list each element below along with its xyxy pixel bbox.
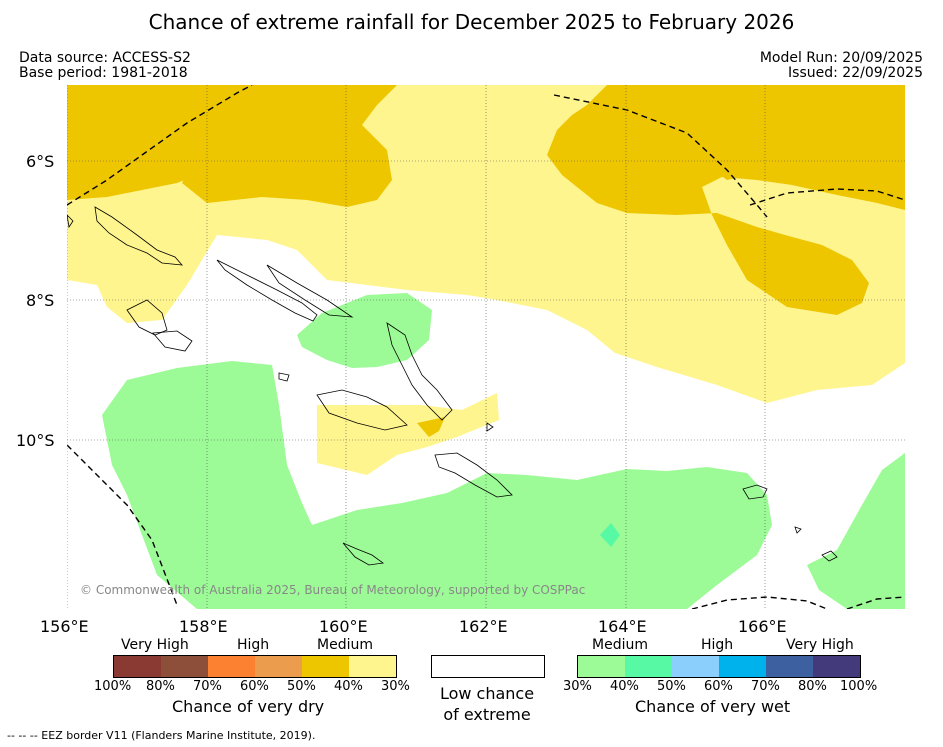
dry-swatch-40-30 bbox=[349, 656, 396, 677]
data-source: Data source: ACCESS-S2 bbox=[19, 50, 191, 66]
wet-medium-central bbox=[297, 293, 432, 368]
wet-category-high: High bbox=[701, 637, 734, 653]
wet-pct-30: 30% bbox=[563, 679, 592, 694]
islet-4 bbox=[67, 214, 74, 229]
dry-pct-60: 60% bbox=[240, 679, 269, 694]
page-title: Chance of extreme rainfall for December … bbox=[148, 10, 795, 34]
island-guadalcanal bbox=[316, 389, 408, 431]
base-period: Base period: 1981-2018 bbox=[19, 65, 188, 81]
wet-pct-70: 70% bbox=[751, 679, 780, 694]
wet-color-scale bbox=[577, 655, 861, 678]
lon-label-156e: 156°E bbox=[40, 617, 89, 636]
wet-swatch-50-60 bbox=[672, 656, 719, 677]
wet-pct-100: 100% bbox=[840, 679, 878, 694]
dry-category-medium: Medium bbox=[317, 637, 373, 653]
dry-medium-high-spot bbox=[417, 417, 445, 437]
graticule bbox=[67, 85, 905, 609]
copyright-notice: © Commonwealth of Australia 2025, Bureau… bbox=[80, 583, 586, 597]
rainfall-map bbox=[67, 85, 905, 609]
wet-pct-80: 80% bbox=[798, 679, 827, 694]
dry-pct-50: 50% bbox=[287, 679, 316, 694]
dry-pct-40: 40% bbox=[334, 679, 363, 694]
lon-label-166e: 166°E bbox=[738, 617, 787, 636]
dry-pct-100: 100% bbox=[94, 679, 132, 694]
wet-swatch-80-100 bbox=[813, 656, 860, 677]
eez-footnote: -- -- -- EEZ border V11 (Flanders Marine… bbox=[7, 729, 316, 742]
wet-swatch-30-40 bbox=[578, 656, 625, 677]
metadata-left: Data source: ACCESS-S2 Base period: 1981… bbox=[19, 51, 191, 81]
wet-legend-title: Chance of very wet bbox=[635, 697, 791, 716]
wet-swatch-70-80 bbox=[766, 656, 813, 677]
island-rennell bbox=[342, 542, 385, 566]
island-outlines bbox=[67, 206, 838, 566]
dry-swatch-60-50 bbox=[255, 656, 302, 677]
island-vanikoro bbox=[821, 550, 838, 562]
dry-pct-80: 80% bbox=[146, 679, 175, 694]
lat-label-6s: 6°S bbox=[26, 152, 55, 171]
dry-category-very-high: Very High bbox=[121, 637, 189, 653]
lat-label-10s: 10°S bbox=[16, 431, 55, 450]
wet-pct-40: 40% bbox=[610, 679, 639, 694]
island-vangunu bbox=[152, 330, 193, 352]
dry-swatch-100-80 bbox=[114, 656, 161, 677]
wet-medium-high-spot bbox=[600, 523, 620, 547]
dry-medium-high-nw bbox=[67, 85, 317, 200]
wet-medium-southeast bbox=[807, 453, 905, 609]
island-isabel bbox=[266, 264, 354, 318]
islet-2 bbox=[486, 422, 494, 432]
island-new-georgia bbox=[126, 299, 168, 336]
islet-1 bbox=[278, 372, 290, 382]
islet-3 bbox=[794, 526, 802, 534]
eez-border-sw bbox=[67, 444, 178, 606]
wet-pct-60: 60% bbox=[704, 679, 733, 694]
issued-date: Issued: 22/09/2025 bbox=[788, 65, 923, 81]
wet-medium-southwest bbox=[102, 361, 772, 609]
model-run: Model Run: 20/09/2025 bbox=[759, 50, 923, 66]
dry-swatch-80-70 bbox=[161, 656, 208, 677]
lon-label-162e: 162°E bbox=[459, 617, 508, 636]
dry-medium-high-north bbox=[182, 85, 397, 207]
metadata-right: Model Run: 20/09/2025 Issued: 22/09/2025 bbox=[760, 51, 923, 81]
eez-border-e bbox=[749, 188, 905, 206]
lon-label-164e: 164°E bbox=[598, 617, 647, 636]
dry-category-high: High bbox=[237, 637, 270, 653]
lon-label-158e: 158°E bbox=[179, 617, 228, 636]
island-bougainville bbox=[94, 206, 183, 266]
eez-borders bbox=[67, 85, 905, 609]
eez-border-se bbox=[846, 596, 905, 609]
wet-category-medium: Medium bbox=[592, 637, 648, 653]
dry-pct-70: 70% bbox=[193, 679, 222, 694]
dry-pct-30: 30% bbox=[381, 679, 410, 694]
island-malaita bbox=[386, 322, 453, 421]
island-makira bbox=[434, 452, 513, 498]
dry-swatch-70-60 bbox=[208, 656, 255, 677]
dry-medium-low-pocket bbox=[317, 393, 499, 475]
low-chance-line2: of extreme bbox=[443, 705, 531, 724]
dry-swatch-50-40 bbox=[302, 656, 349, 677]
wet-swatch-60-70 bbox=[719, 656, 766, 677]
eez-border-ne bbox=[553, 94, 768, 218]
low-chance-label: Low chance of extreme bbox=[431, 683, 543, 725]
wet-pct-50: 50% bbox=[657, 679, 686, 694]
lat-label-8s: 8°S bbox=[26, 291, 55, 310]
low-chance-swatch bbox=[431, 655, 545, 678]
wet-swatch-40-50 bbox=[625, 656, 672, 677]
island-choiseul bbox=[216, 259, 318, 322]
dry-legend-title: Chance of very dry bbox=[172, 697, 325, 716]
dry-color-scale bbox=[113, 655, 397, 678]
dry-medium-high-ne-core bbox=[697, 85, 905, 195]
low-chance-line1: Low chance bbox=[439, 684, 535, 703]
lon-label-160e: 160°E bbox=[319, 617, 368, 636]
eez-border-s bbox=[691, 596, 828, 609]
wet-category-very-high: Very High bbox=[786, 637, 854, 653]
